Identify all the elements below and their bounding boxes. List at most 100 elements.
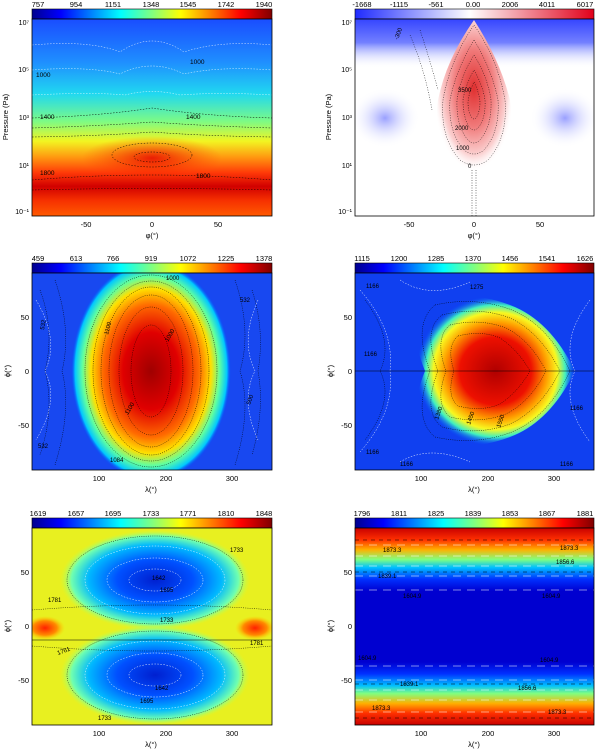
contour-label: 1695: [140, 699, 154, 705]
contour-label: 1733: [230, 548, 244, 554]
colorbar-4-tick: 1456: [502, 254, 519, 263]
contour-label: 1400: [186, 114, 201, 121]
y-tick-label: 50: [21, 568, 29, 577]
colorbar-4-tick: 1200: [391, 254, 408, 263]
contours-2: [409, 24, 506, 216]
x-tick-label: 300: [226, 474, 239, 483]
contour-label: 1100: [104, 321, 113, 336]
colorbar-1-tick: 1348: [143, 0, 160, 9]
x-tick-label: 0: [472, 220, 476, 229]
contour-label: 1873.3: [372, 706, 391, 712]
x-tick-label: -50: [81, 220, 92, 229]
colorbar-1-tick: 954: [70, 0, 83, 9]
contour-label: 1873.3: [383, 548, 402, 554]
x-axis-label-1: φ(°): [146, 231, 159, 240]
colorbar-3-tick: 613: [70, 254, 83, 263]
colorbar-1-tick: 1545: [180, 0, 197, 9]
panel-top-right: -1668 -1115 -561 0.00 2006 4011 6017: [324, 0, 595, 240]
contour-label: 1000: [190, 59, 205, 66]
y-tick-label: 10⁵: [341, 67, 352, 74]
colorbar-6-tick: 1825: [428, 509, 445, 518]
y-tick-label: 0: [25, 622, 29, 631]
y-axis-label-6: ϕ(°): [326, 619, 335, 632]
x-tick-label: -50: [404, 220, 415, 229]
colorbar-5-labels: 1619 1657 1695 1733 1771 1810 1848: [30, 509, 273, 518]
contour-4-labels: 1166 1166 1166 1166 1166 1166 1275 1380 …: [364, 284, 584, 468]
panel-bottom-right: 1796 1811 1825 1839 1853 1867 1881: [326, 509, 595, 749]
heatmap-5-warm-west: [32, 616, 65, 640]
yticks-6: 50 0 -50: [341, 568, 352, 685]
colorbar-4-tick: 1285: [428, 254, 445, 263]
contour-label: 1380: [434, 405, 444, 420]
contour-label: 1800: [40, 170, 55, 177]
y-tick-label: -50: [341, 421, 352, 430]
y-axis-label-4: ϕ(°): [326, 364, 335, 377]
yticks-2: 10⁷ 10⁵ 10³ 10¹ 10⁻¹: [338, 20, 352, 216]
contour-label: 1873.3: [560, 546, 579, 552]
contour-label: 1275: [470, 285, 484, 291]
colorbar-3-tick: 919: [145, 254, 158, 263]
contour-label: 1856.6: [518, 686, 537, 692]
colorbar-2-tick: 4011: [539, 0, 555, 9]
contour-label: 1000: [456, 146, 470, 152]
contour-label: 1000: [36, 72, 51, 79]
y-tick-label: 0: [348, 622, 352, 631]
y-axis-label-1: Pressure (Pa): [1, 93, 10, 140]
contours-1: [32, 40, 272, 96]
heatmap-2-blue-left: [355, 88, 420, 148]
colorbar-5-tick: 1695: [105, 509, 122, 518]
yticks-4: 50 0 -50: [341, 313, 352, 430]
axes-frame-3: [31, 272, 273, 471]
yticks-1: 10⁷ 10⁵ 10³ 10¹ 10⁻¹: [15, 20, 29, 216]
contour-label: 532: [38, 444, 49, 450]
y-tick-label: 50: [344, 313, 352, 322]
contour-label: 1642: [155, 686, 169, 692]
y-tick-label: 10⁻¹: [15, 209, 29, 216]
contour-label: 1166: [366, 284, 380, 290]
axes-frame-1: [31, 18, 273, 217]
xticks-1: -50 0 50: [81, 220, 223, 229]
colorbar-1-tick: 1742: [218, 0, 235, 9]
contour-label: 1450: [466, 410, 476, 425]
contour-label: 1166: [364, 352, 378, 358]
x-tick-label: 50: [536, 220, 544, 229]
colorbar-3-tick: 1072: [180, 254, 197, 263]
colorbar-2-tick: 2006: [502, 0, 519, 9]
y-tick-label: 10⁷: [19, 20, 30, 27]
y-tick-label: -50: [18, 421, 29, 430]
xticks-2: -50 0 50: [404, 220, 545, 229]
y-axis-label-5: ϕ(°): [3, 619, 12, 632]
colorbar-2-labels: -1668 -1115 -561 0.00 2006 4011 6017: [352, 0, 593, 9]
colorbar-1-labels: 757 954 1151 1348 1545 1742 1940: [32, 0, 273, 9]
contours-3-white: [35, 299, 259, 441]
x-tick-label: 300: [548, 474, 561, 483]
x-axis-label-6: λ(°): [468, 740, 480, 749]
contour-label: 1604.9: [540, 658, 559, 664]
colorbar-2-tick: 6017: [577, 0, 594, 9]
colorbar-6-tick: 1796: [354, 509, 371, 518]
contour-label: 1781: [48, 598, 62, 604]
colorbar-1: [31, 8, 273, 20]
colorbar-5-tick: 1810: [218, 509, 235, 518]
x-tick-label: 200: [160, 474, 173, 483]
colorbar-2-tick: -1115: [390, 0, 408, 9]
colorbar-1-tick: 757: [32, 0, 45, 9]
x-tick-label: 0: [150, 220, 154, 229]
y-tick-label: 0: [25, 367, 29, 376]
panel-middle-right: 1115 1200 1285 1370 1456 1541 1626: [326, 254, 595, 494]
xticks-6: 100 200 300: [415, 729, 561, 738]
heatmap-2-blue-right: [530, 88, 594, 148]
y-axis-label-2: Pressure (Pa): [324, 93, 333, 140]
axes-frame-4: [354, 272, 595, 471]
xticks-3: 100 200 300: [93, 474, 239, 483]
contours-5-white: [84, 545, 226, 710]
colorbar-3-tick: 766: [107, 254, 120, 263]
colorbar-6: [354, 517, 595, 529]
contour-label: 1781: [250, 641, 264, 647]
contours-4-white: [359, 279, 591, 463]
contour-1-labels: 1000 1000 1400 1400 1800 1800: [36, 59, 211, 180]
x-axis-label-4: λ(°): [468, 485, 480, 494]
x-tick-label: 200: [160, 729, 173, 738]
contours-3: [39, 274, 261, 468]
